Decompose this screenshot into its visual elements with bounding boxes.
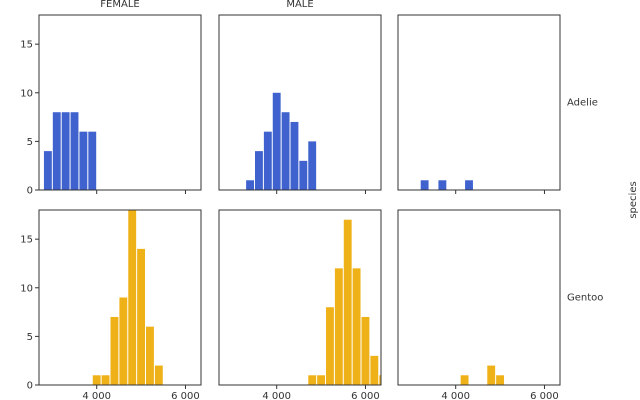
y-tick-label-adelie-10: 10 xyxy=(20,88,33,99)
bar-adelie-male-3500 xyxy=(255,151,263,190)
bar-gentoo-na-4100 xyxy=(460,375,469,385)
bar-adelie-male-3300 xyxy=(246,180,255,190)
column-facet-title-male: MALE xyxy=(286,0,313,10)
column-facet-title-female: FEMALE xyxy=(100,0,139,10)
bar-gentoo-male-5500 xyxy=(343,219,352,385)
bar-adelie-female-3400 xyxy=(70,112,79,190)
bar-gentoo-male-5300 xyxy=(334,268,343,385)
bar-gentoo-na-4700 xyxy=(487,365,496,385)
y-tick-label-adelie-15: 15 xyxy=(20,40,33,51)
bar-gentoo-male-5100 xyxy=(326,307,334,385)
bar-gentoo-female-4500 xyxy=(119,297,128,385)
bar-adelie-female-3000 xyxy=(52,112,61,190)
bar-adelie-male-3900 xyxy=(272,92,281,190)
bar-gentoo-male-5700 xyxy=(352,268,361,385)
x-tick-label-female-6000: 6 000 xyxy=(171,391,200,400)
bar-adelie-male-4500 xyxy=(299,160,308,190)
bar-gentoo-female-4100 xyxy=(101,375,110,385)
row-facet-label-adelie: Adelie xyxy=(567,98,598,109)
y-tick-label-adelie-0: 0 xyxy=(27,186,33,197)
x-tick-label-na-4000: 4 000 xyxy=(441,391,470,400)
panel-frame-adelie-female xyxy=(38,14,202,191)
bar-adelie-male-4100 xyxy=(281,112,290,190)
x-tick-label-na-6000: 6 000 xyxy=(530,391,559,400)
bar-gentoo-female-5100 xyxy=(146,326,154,385)
x-tick-label-female-4000: 4 000 xyxy=(82,391,111,400)
bar-adelie-female-3600 xyxy=(79,131,88,190)
bar-gentoo-male-5900 xyxy=(361,316,370,385)
row-facet-label-gentoo: Gentoo xyxy=(567,293,603,304)
bar-gentoo-female-5300 xyxy=(154,365,163,385)
bar-gentoo-na-4900 xyxy=(496,375,505,385)
bar-gentoo-male-6300 xyxy=(379,375,381,385)
bar-adelie-na-3600 xyxy=(438,180,447,190)
bar-adelie-female-2800 xyxy=(43,151,52,190)
bar-adelie-na-4200 xyxy=(465,180,473,190)
panel-frame-gentoo-male xyxy=(218,209,382,386)
bar-adelie-na-3200 xyxy=(420,180,429,190)
bar-adelie-male-4300 xyxy=(290,121,299,190)
panel-frame-gentoo-female xyxy=(38,209,202,386)
bar-gentoo-male-4900 xyxy=(317,375,326,385)
x-tick-label-male-4000: 4 000 xyxy=(262,391,291,400)
bar-gentoo-female-4900 xyxy=(137,248,146,385)
y-tick-label-gentoo-5: 5 xyxy=(27,332,33,343)
y-tick-label-gentoo-10: 10 xyxy=(20,283,33,294)
bar-gentoo-female-4300 xyxy=(110,316,119,385)
bar-adelie-male-4700 xyxy=(308,141,317,190)
y-tick-label-adelie-5: 5 xyxy=(27,137,33,148)
bar-adelie-female-3800 xyxy=(88,131,97,190)
row-facet-axis-title: species xyxy=(628,181,639,218)
bar-gentoo-male-4700 xyxy=(308,375,317,385)
bar-gentoo-female-3900 xyxy=(92,375,101,385)
panel-frame-adelie-male xyxy=(218,14,382,191)
panel-frame-gentoo-na xyxy=(397,209,561,386)
x-tick-label-male-6000: 6 000 xyxy=(351,391,380,400)
panel-frame-adelie-na xyxy=(397,14,561,191)
y-tick-label-gentoo-0: 0 xyxy=(27,381,33,392)
bar-adelie-female-3200 xyxy=(61,112,70,190)
bar-gentoo-female-4700 xyxy=(128,210,137,385)
y-tick-label-gentoo-15: 15 xyxy=(20,235,33,246)
bar-adelie-male-3700 xyxy=(263,131,272,190)
bar-gentoo-male-6100 xyxy=(370,355,379,385)
